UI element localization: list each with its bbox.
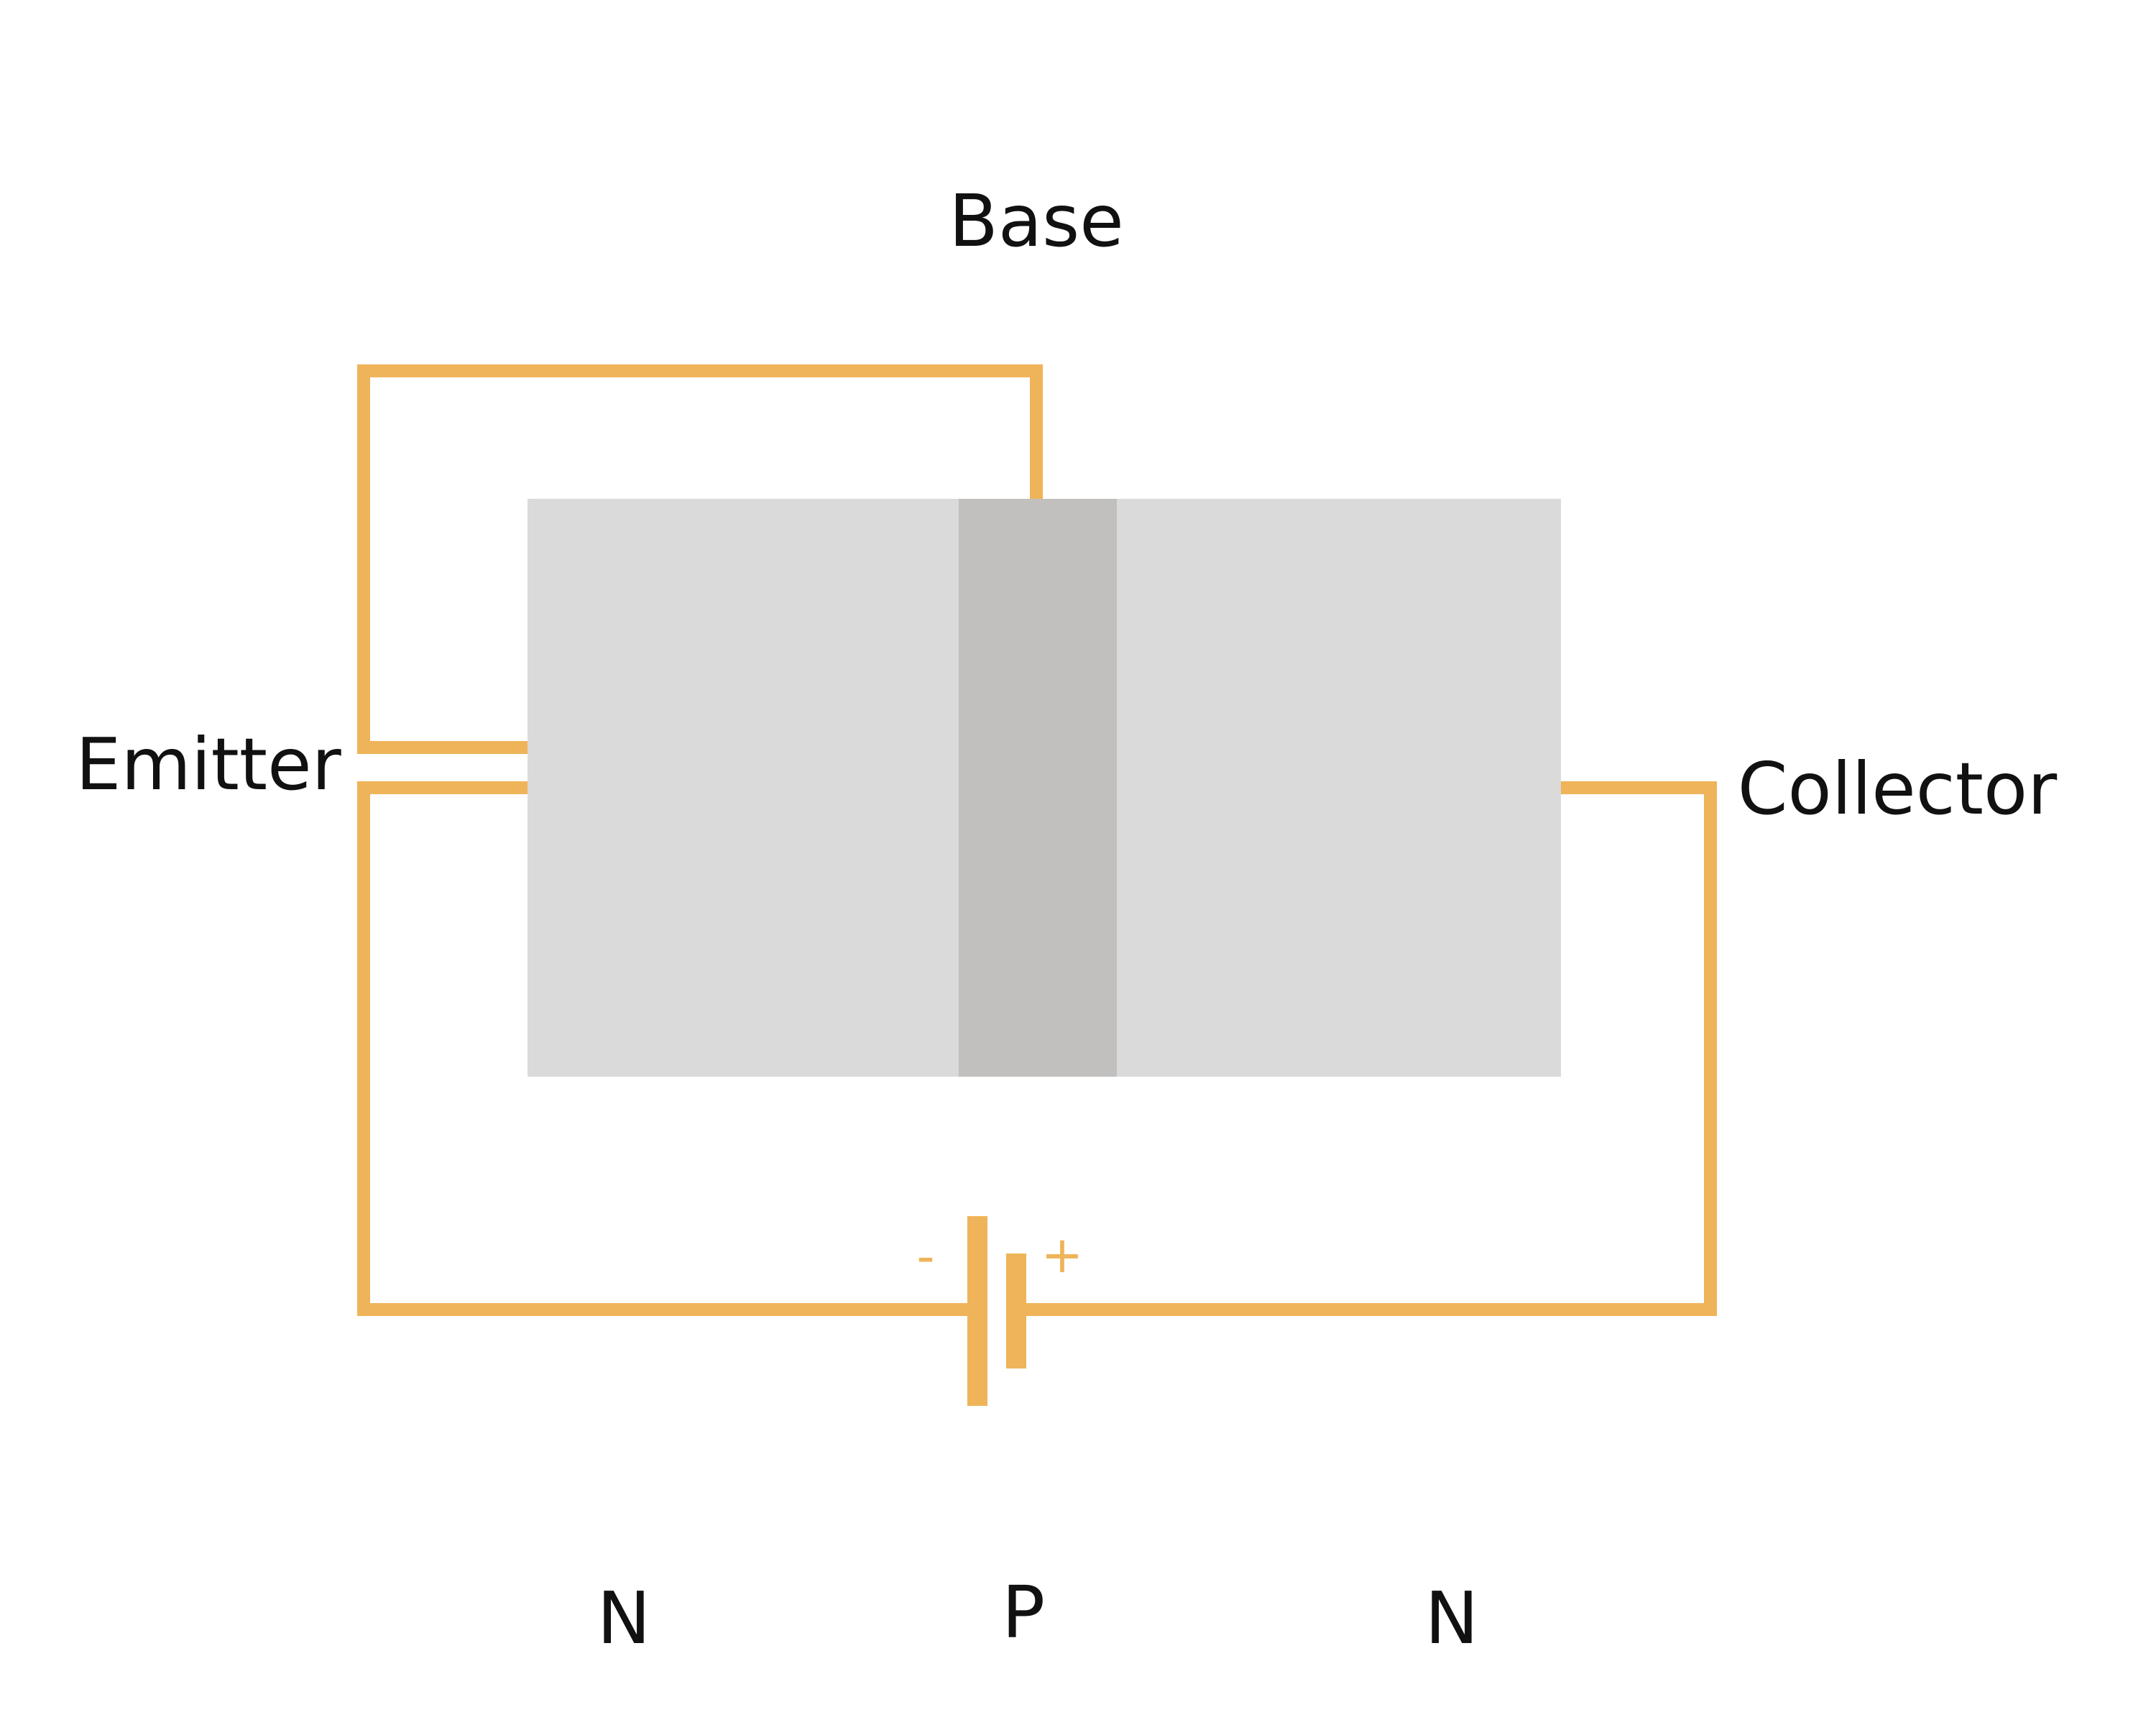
base-emitter-wire [357,364,1043,754]
emitter-label: Emitter [75,722,341,806]
battery-negative-plate [967,1216,987,1406]
collector-n-region [1117,499,1561,1077]
battery-positive-plate [1006,1254,1026,1368]
base-p-region [959,499,1117,1077]
collector-label: Collector [1738,747,2058,831]
battery-negative-sign: - [916,1227,934,1286]
region-label-p: P [1002,1570,1045,1655]
battery-collector-wire [1015,781,1717,1316]
emitter-n-region [528,499,959,1077]
region-label-n-right: N [1425,1576,1479,1660]
base-label: Base [949,179,1124,263]
region-label-n-left: N [597,1576,651,1660]
battery-positive-sign: + [1041,1225,1084,1284]
emitter-collector-wire [357,781,977,1316]
